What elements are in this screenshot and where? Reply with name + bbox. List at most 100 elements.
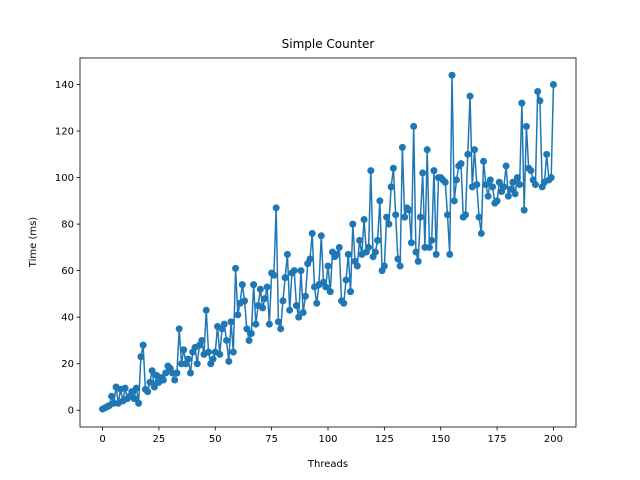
point — [274, 318, 282, 326]
point — [173, 369, 181, 377]
point — [132, 384, 140, 392]
point — [432, 250, 440, 258]
y-tick-label: 80 — [61, 220, 74, 231]
point — [281, 274, 289, 282]
point — [146, 378, 154, 386]
point — [175, 325, 183, 333]
x-tick-label: 125 — [375, 434, 394, 445]
x-tick-label: 100 — [318, 434, 337, 445]
point — [412, 248, 420, 256]
point — [299, 309, 307, 317]
point — [193, 360, 201, 368]
point — [527, 167, 535, 175]
x-tick-label: 0 — [99, 434, 105, 445]
point — [340, 299, 348, 307]
x-tick-label: 150 — [431, 434, 450, 445]
point — [139, 341, 147, 349]
point — [243, 325, 251, 333]
point — [234, 311, 242, 319]
point — [349, 220, 357, 228]
point — [471, 146, 479, 154]
point — [520, 206, 528, 214]
point — [292, 302, 300, 310]
x-tick-label: 25 — [153, 434, 166, 445]
point — [383, 213, 391, 221]
point — [227, 318, 235, 326]
point — [392, 211, 400, 219]
point — [270, 271, 278, 279]
point — [245, 336, 253, 344]
point — [184, 355, 192, 363]
point — [308, 229, 316, 237]
point — [313, 299, 321, 307]
point — [371, 248, 379, 256]
point — [159, 376, 167, 384]
point — [482, 181, 490, 189]
point — [443, 211, 451, 219]
point — [335, 243, 343, 251]
point — [504, 192, 512, 200]
point — [347, 288, 355, 296]
point — [410, 122, 418, 130]
point — [543, 150, 551, 158]
point — [263, 283, 271, 291]
point — [220, 320, 228, 328]
point — [407, 239, 415, 247]
point — [286, 306, 294, 314]
point — [108, 392, 116, 400]
point — [180, 346, 188, 354]
point — [502, 162, 510, 170]
point — [344, 250, 352, 258]
series-line — [102, 75, 555, 410]
point — [148, 367, 156, 375]
point — [360, 215, 368, 223]
point — [301, 292, 309, 300]
y-tick-label: 100 — [55, 173, 74, 184]
point — [495, 178, 503, 186]
point — [247, 329, 255, 337]
point — [522, 122, 530, 130]
point — [509, 178, 517, 186]
point — [457, 160, 465, 168]
point — [186, 369, 194, 377]
point — [365, 243, 373, 251]
point — [322, 283, 330, 291]
y-tick-label: 140 — [55, 80, 74, 91]
point — [428, 236, 436, 244]
point — [367, 167, 375, 175]
point — [317, 232, 325, 240]
y-tick-label: 60 — [61, 266, 74, 277]
point — [516, 181, 524, 189]
point — [387, 183, 395, 191]
point — [216, 350, 224, 358]
x-axis-label: Threads — [307, 459, 348, 470]
point — [419, 169, 427, 177]
point — [283, 250, 291, 258]
point — [534, 88, 542, 96]
point — [297, 267, 305, 275]
point — [279, 297, 287, 305]
point — [223, 336, 231, 344]
point — [259, 304, 267, 312]
point — [507, 185, 515, 193]
y-tick-label: 20 — [61, 359, 74, 370]
point — [198, 336, 206, 344]
point — [531, 181, 539, 189]
point — [272, 204, 280, 212]
point — [241, 297, 249, 305]
point — [473, 181, 481, 189]
point — [493, 197, 501, 205]
point — [238, 281, 246, 289]
point — [489, 183, 497, 191]
point — [423, 146, 431, 154]
point — [326, 288, 334, 296]
point — [162, 369, 170, 377]
y-tick-label: 40 — [61, 313, 74, 324]
point — [342, 276, 350, 284]
point — [171, 376, 179, 384]
point — [453, 176, 461, 184]
point — [376, 197, 384, 205]
point — [466, 92, 474, 100]
point — [441, 178, 449, 186]
point — [121, 384, 129, 392]
